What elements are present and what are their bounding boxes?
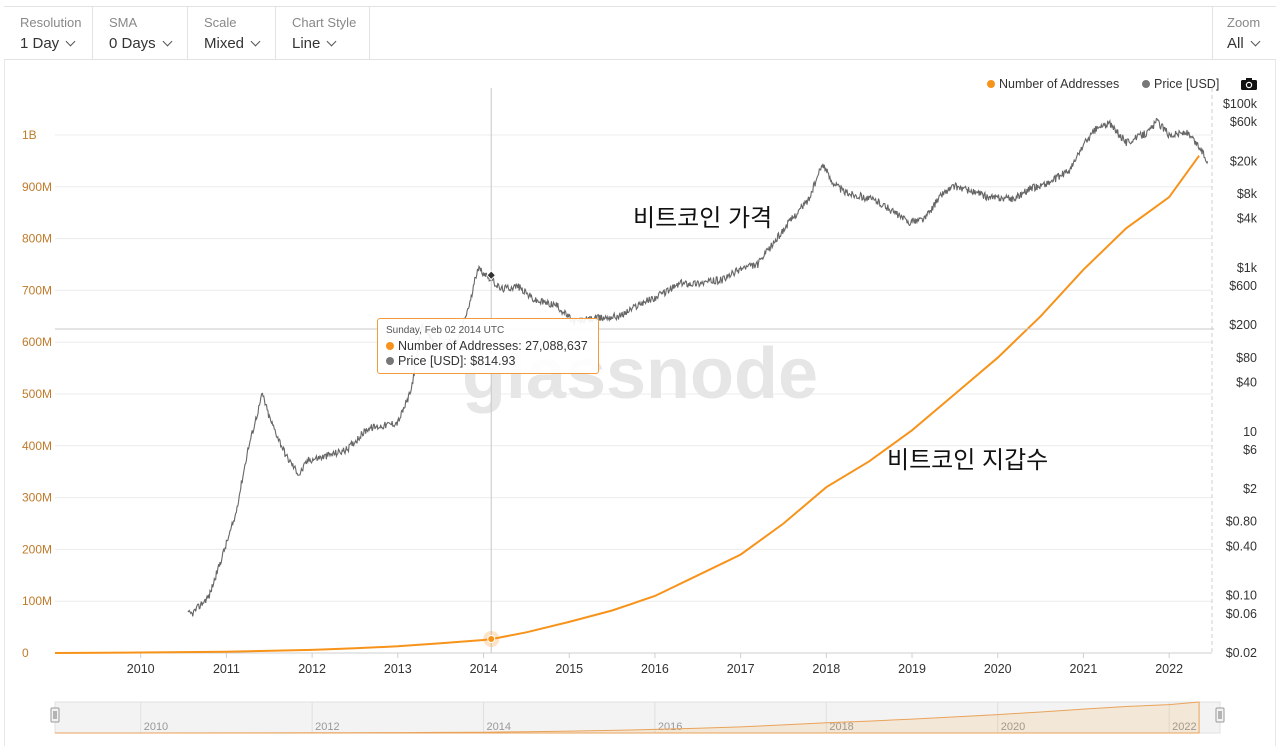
tooltip-date: Sunday, Feb 02 2014 UTC [386,325,505,336]
zoom-label: Zoom [1227,15,1261,30]
orange-dot-icon [987,80,995,88]
right-tick-label: $6 [1243,443,1257,457]
left-tick-label: 0 [22,646,29,660]
right-tick-label: $0.02 [1226,646,1257,660]
x-tick-label: 2021 [1070,662,1098,676]
left-tick-label: 1B [22,128,37,142]
chart-style-label: Chart Style [292,15,357,30]
tooltip-addresses-label: Number of Addresses [398,339,519,353]
left-tick-label: 800M [22,232,52,246]
gray-dot-icon [1142,80,1150,88]
legend-price-label: Price [USD] [1154,77,1220,91]
zoom-dropdown[interactable]: Zoom All [1212,7,1276,59]
x-tick-label: 2012 [298,662,326,676]
left-tick-label: 700M [22,283,52,297]
x-tick-label: 2010 [127,662,155,676]
addresses-series-line [54,155,1200,654]
zoom-value: All [1227,35,1244,52]
right-tick-label: $4k [1237,212,1258,226]
legend-addresses-label: Number of Addresses [999,77,1120,91]
tooltip-price-label: Price [USD] [398,354,464,368]
tooltip-price-value: $814.93 [470,354,516,368]
sma-value: 0 Days [109,35,156,52]
right-tick-label: $2 [1243,482,1257,496]
gray-dot-icon [386,357,394,365]
x-tick-label: 2020 [984,662,1012,676]
navigator-series [55,701,1200,734]
orange-dot-icon [386,342,394,350]
resolution-dropdown[interactable]: Resolution 1 Day [4,7,93,59]
right-tick-label: $0.40 [1226,539,1257,553]
x-tick-label: 2018 [812,662,840,676]
right-tick-label: $200 [1229,318,1257,332]
scale-dropdown[interactable]: Scale Mixed [188,7,276,59]
navigator-track [54,701,1221,734]
price-annotation: 비트코인 가격 [633,205,772,232]
navigator-tick-label: 2012 [315,721,339,733]
right-tick-label: $600 [1229,279,1257,293]
left-tick-label: 500M [22,387,52,401]
right-tick-label: $20k [1230,154,1258,168]
right-tick-label: $1k [1237,261,1258,275]
scale-value: Mixed [204,35,245,52]
right-tick-label: $0.06 [1226,607,1257,621]
tooltip-addresses-value: 27,088,637 [525,339,588,353]
x-tick-label: 2013 [384,662,412,676]
scale-label: Scale [204,15,237,30]
navigator-tick-label: 2014 [487,721,511,733]
navigator-tick-label: 2020 [1001,721,1025,733]
navigator-left-handle[interactable] [50,707,60,723]
right-tick-label: 10 [1243,425,1257,439]
right-tick-label: $80 [1236,351,1257,365]
x-tick-label: 2014 [470,662,498,676]
camera-icon[interactable] [1240,77,1258,91]
right-tick-label: $8k [1237,187,1258,201]
navigator-tick-label: 2016 [658,721,682,733]
chart-frame [4,60,1276,746]
resolution-label: Resolution [20,15,82,30]
x-axis: 2010 2011 2012 2013 2014 2015 2016 2017 2018 2019… [127,653,1183,676]
right-axis: $100k $60k $20k $8k $4k $1k $600 $200 $80 $40 10 $6… [1223,97,1258,660]
right-tick-label: $40 [1236,375,1257,389]
sma-dropdown[interactable]: SMA 0 Days [93,7,188,59]
left-tick-label: 600M [22,335,52,349]
left-axis: 0 100M 200M 300M 400M 500M 600M 700M 800M 900M 1B [22,128,52,660]
navigator-ticks: 2010 2012 2014 2016 2018 2020 2022 [140,702,1197,733]
navigator-tick-label: 2010 [144,721,168,733]
left-tick-label: 300M [22,491,52,505]
right-tick-label: $100k [1223,97,1258,111]
crosshair-price-point [486,270,497,281]
legend-price[interactable]: Price [USD] [1142,77,1219,91]
x-tick-label: 2016 [641,662,669,676]
wallets-annotation: 비트코인 지갑수 [887,447,1048,474]
navigator-right-handle[interactable] [1215,707,1225,723]
grid [55,134,1212,602]
x-tick-label: 2015 [555,662,583,676]
left-tick-label: 400M [22,439,52,453]
x-tick-label: 2017 [727,662,755,676]
sma-label: SMA [109,15,138,30]
toolbar: Resolution 1 Day SMA 0 Days Scale Mixed … [4,6,1276,60]
crosshair-addresses-point [487,634,496,643]
chart-style-dropdown[interactable]: Chart Style Line [276,7,370,59]
range-navigator[interactable]: 2010 2012 2014 2016 2018 2020 2022 [50,701,1225,734]
price-series-line [187,117,1209,617]
left-tick-label: 900M [22,180,52,194]
right-tick-label: $0.10 [1226,589,1257,603]
x-tick-label: 2011 [213,662,240,676]
right-tick-label: $60k [1230,115,1258,129]
left-tick-label: 200M [22,542,52,556]
tooltip: Sunday, Feb 02 2014 UTC Number of Addres… [377,318,599,374]
navigator-tick-label: 2018 [829,721,853,733]
chart-style-value: Line [292,35,321,52]
x-tick-label: 2019 [898,662,926,676]
x-tick-label: 2022 [1155,662,1183,676]
right-tick-label: $0.80 [1226,515,1257,529]
navigator-tick-label: 2022 [1172,721,1196,733]
left-tick-label: 100M [22,594,52,608]
resolution-value: 1 Day [20,35,60,52]
legend-addresses[interactable]: Number of Addresses [987,77,1119,91]
